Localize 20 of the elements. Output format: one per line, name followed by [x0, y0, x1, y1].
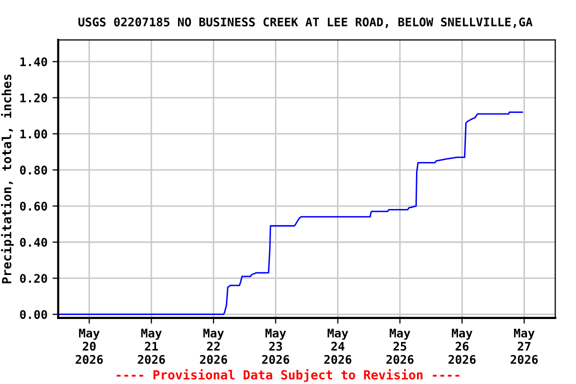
y-tick-label: 0.40	[20, 238, 48, 247]
x-tick-label: May 20 2026	[76, 328, 103, 364]
y-tick-label: 0.60	[20, 202, 48, 211]
x-tick-label: May 25 2026	[386, 328, 414, 364]
y-tick-label: 1.40	[20, 57, 48, 66]
chart-title: USGS 02207185 NO BUSINESS CREEK AT LEE ROAD, BELOW SNELLVILLE,GA	[78, 18, 533, 28]
y-axis-title: Precipitation, total, inches	[1, 74, 14, 284]
text: ---- Provisional Data Subject to Revision ----	[116, 369, 460, 382]
line-series	[58, 111, 523, 316]
y-tick-label: 0.20	[20, 274, 48, 283]
y-tick-label: 1.00	[20, 130, 48, 138]
x-tick-label: May 24 2026	[324, 328, 352, 364]
x-tick-label: May 27 2026	[510, 328, 538, 364]
x-tick-label: May 26 2026	[448, 328, 476, 364]
x-tick-label: May 21 2026	[138, 328, 165, 364]
y-tick-label: 0.00	[20, 310, 48, 319]
y-tick-label: 0.80	[20, 166, 48, 175]
y-tick-label: 1.20	[20, 93, 48, 102]
x-tick-label: May 23 2026	[262, 328, 290, 364]
x-tick-label: May 22 2026	[200, 328, 228, 364]
